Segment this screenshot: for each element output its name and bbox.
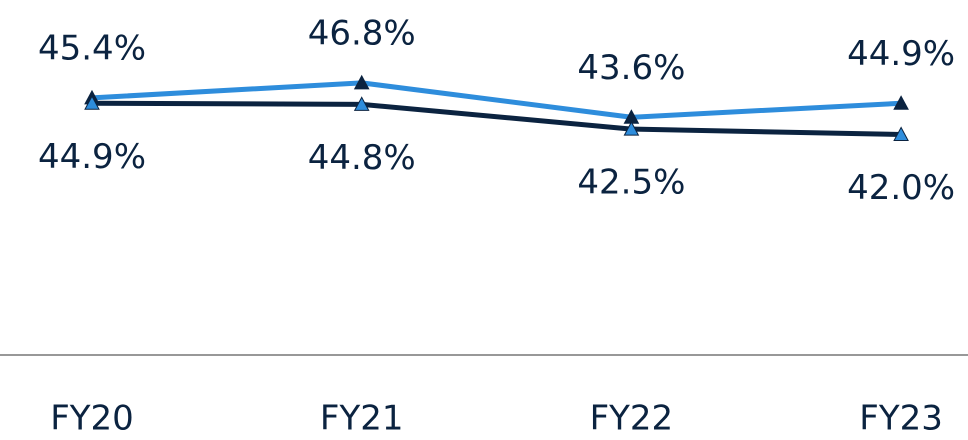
x-tick-label: FY20 <box>50 399 134 439</box>
series-line <box>91 100 902 137</box>
data-label: 43.6% <box>577 48 685 88</box>
data-label: 45.4% <box>38 28 146 68</box>
marker <box>84 95 100 110</box>
x-tick-label: FY23 <box>859 399 943 439</box>
data-label: 42.5% <box>577 163 685 203</box>
x-tick-label: FY21 <box>320 399 404 439</box>
data-label: 44.9% <box>38 137 146 177</box>
marker <box>353 74 370 90</box>
marker <box>893 126 909 141</box>
marker <box>353 96 370 111</box>
data-label: 46.8% <box>308 13 416 53</box>
data-label: 42.0% <box>847 168 955 208</box>
data-label: 44.9% <box>847 34 955 74</box>
x-tick-label: FY22 <box>590 399 674 439</box>
series-line <box>91 80 902 120</box>
marker <box>893 95 909 110</box>
marker <box>623 121 640 136</box>
data-label: 44.8% <box>308 138 416 178</box>
